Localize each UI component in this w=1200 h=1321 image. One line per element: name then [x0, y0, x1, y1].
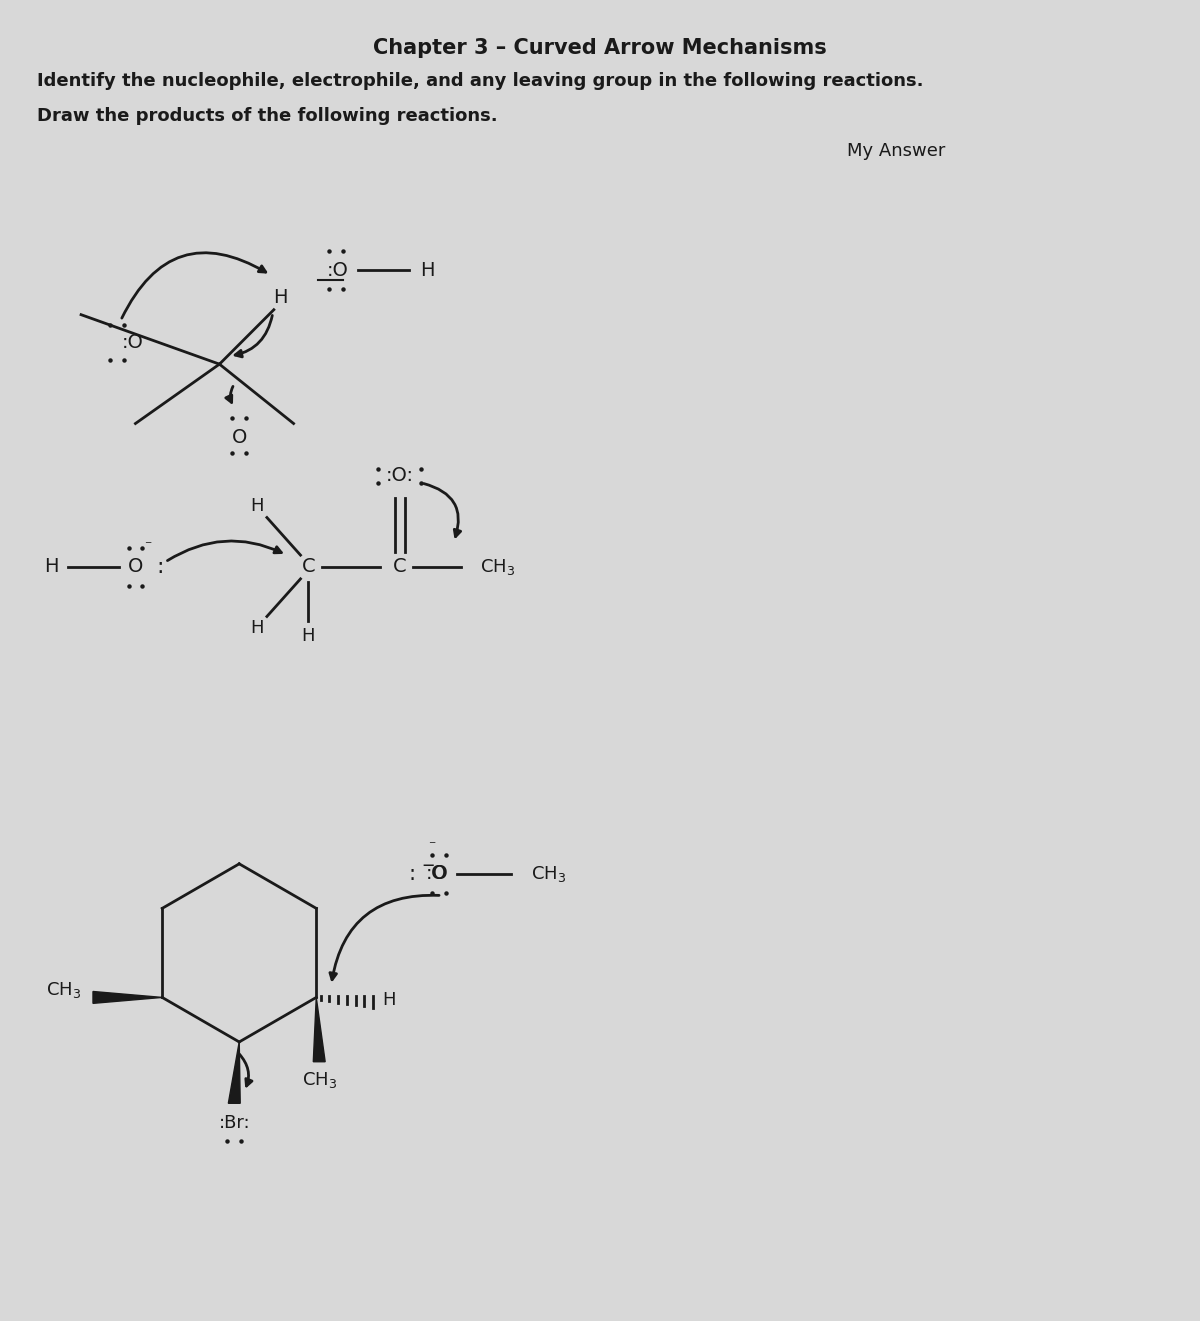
Text: H: H: [251, 497, 264, 515]
Text: Identify the nucleophile, electrophile, and any leaving group in the following r: Identify the nucleophile, electrophile, …: [36, 73, 923, 90]
Text: :O: :O: [121, 333, 143, 351]
FancyArrowPatch shape: [235, 316, 272, 357]
Text: $^{-}$: $^{-}$: [144, 539, 152, 552]
Text: O: O: [232, 428, 247, 446]
Text: :: :: [156, 557, 164, 577]
Text: :Br:: :Br:: [218, 1114, 250, 1132]
Polygon shape: [228, 1042, 240, 1103]
Text: :̅O: :̅O: [426, 864, 448, 884]
Text: C: C: [301, 557, 316, 576]
Text: O: O: [431, 864, 446, 884]
Text: H: H: [420, 260, 434, 280]
FancyArrowPatch shape: [330, 896, 439, 980]
Text: :O:: :O:: [385, 466, 413, 485]
Text: C: C: [392, 557, 406, 576]
FancyArrowPatch shape: [168, 542, 281, 560]
Text: Draw the products of the following reactions.: Draw the products of the following react…: [36, 107, 497, 125]
Text: H: H: [383, 991, 396, 1009]
Text: CH$_3$: CH$_3$: [301, 1070, 337, 1090]
Polygon shape: [313, 997, 325, 1062]
Text: CH$_3$: CH$_3$: [530, 864, 566, 884]
Text: O: O: [127, 557, 143, 576]
Text: H: H: [251, 620, 264, 637]
Text: Chapter 3 – Curved Arrow Mechanisms: Chapter 3 – Curved Arrow Mechanisms: [373, 37, 827, 58]
FancyArrowPatch shape: [424, 483, 461, 536]
FancyArrowPatch shape: [239, 1054, 252, 1086]
Polygon shape: [92, 992, 162, 1004]
Text: :: :: [409, 864, 415, 884]
Text: $^{-}$: $^{-}$: [427, 840, 437, 852]
FancyArrowPatch shape: [226, 386, 233, 403]
Text: H: H: [44, 557, 59, 576]
FancyArrowPatch shape: [122, 252, 265, 318]
Text: H: H: [301, 627, 316, 645]
Text: CH$_3$: CH$_3$: [46, 979, 82, 1000]
Text: My Answer: My Answer: [847, 141, 946, 160]
Text: :O: :O: [328, 260, 349, 280]
Text: H: H: [274, 288, 288, 308]
Text: CH$_3$: CH$_3$: [480, 557, 516, 577]
